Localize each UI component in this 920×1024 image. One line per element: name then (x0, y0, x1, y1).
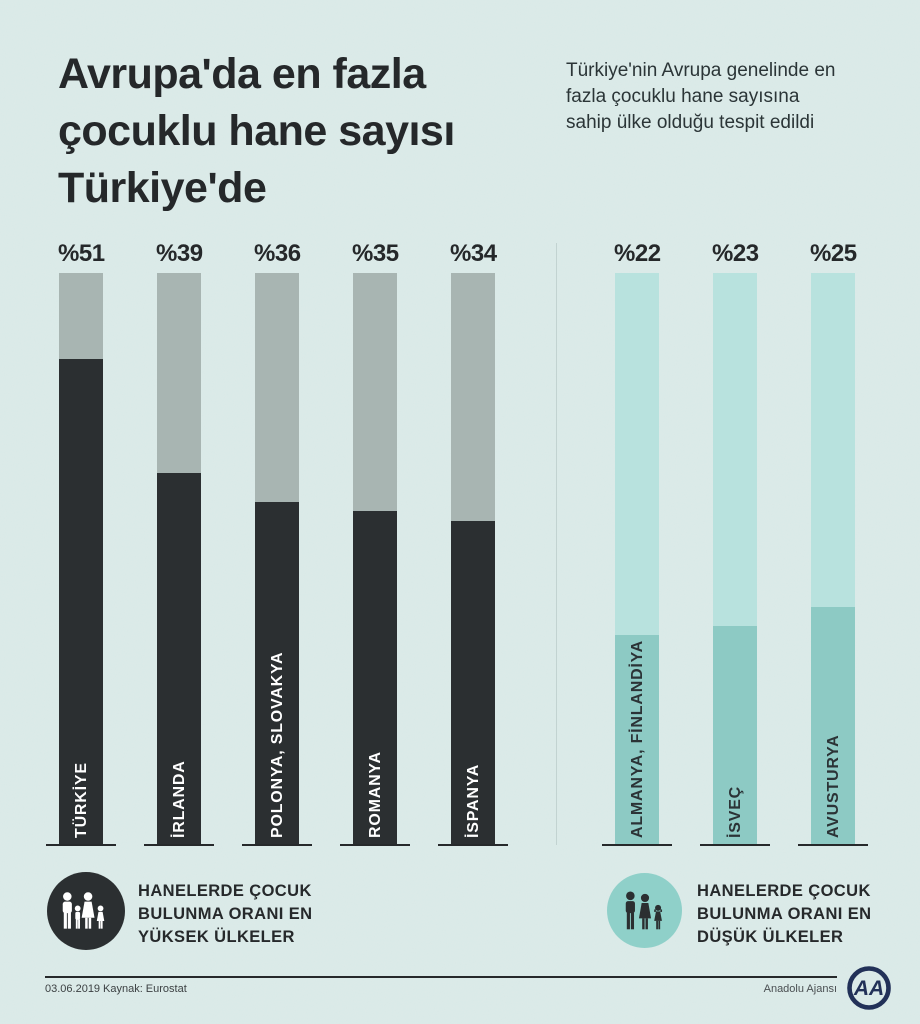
bar-baseline (242, 844, 312, 846)
anadolu-agency-logo-icon: AA (847, 966, 891, 1010)
legend-highest-circle (47, 872, 125, 950)
bar-value-label: %39 (156, 240, 203, 267)
footer-source: Kaynak: Eurostat (103, 983, 187, 995)
legend-lowest-circle (607, 873, 682, 948)
bar-fill (353, 511, 397, 845)
bar-baseline (700, 844, 770, 846)
bar-value-label: %51 (58, 240, 105, 267)
bar-category-label: İSVEÇ (727, 785, 744, 838)
group-divider-line (556, 243, 557, 845)
family-four-icon (62, 892, 105, 929)
footer-divider-line (45, 976, 837, 978)
page-title: Avrupa'da en fazla çocuklu hane sayısı T… (58, 50, 455, 212)
bar-category-label: AVUSTURYA (825, 734, 842, 838)
bar-fill (811, 607, 855, 845)
bar-fill (615, 635, 659, 845)
bar-value-label: %22 (614, 240, 661, 267)
bar-baseline (602, 844, 672, 846)
bar-baseline (144, 844, 214, 846)
bar-baseline (46, 844, 116, 846)
bar-value-label: %25 (810, 240, 857, 267)
family-three-icon (625, 891, 662, 929)
bar-fill (451, 521, 495, 845)
bar-baseline (340, 844, 410, 846)
bar-fill (255, 502, 299, 845)
bar-category-label: ROMANYA (367, 751, 384, 838)
bar-category-label: POLONYA, SLOVAKYA (269, 651, 286, 838)
bar-fill (713, 626, 757, 845)
bar-value-label: %34 (450, 240, 497, 267)
bar-value-label: %23 (712, 240, 759, 267)
bar-value-label: %36 (254, 240, 301, 267)
bar-value-label: %35 (352, 240, 399, 267)
svg-text:AA: AA (853, 977, 884, 1000)
bar-fill (59, 359, 103, 845)
legend-highest-label: HANELERDE ÇOCUK BULUNMA ORANI EN YÜKSEK … (138, 882, 313, 946)
bar-baseline (798, 844, 868, 846)
bar-fill (157, 473, 201, 845)
page-subtitle: Türkiye'nin Avrupa genelinde en fazla ço… (566, 60, 836, 133)
bar-category-label: TÜRKİYE (73, 762, 90, 838)
bar-category-label: ALMANYA, FİNLANDİYA (629, 639, 646, 838)
bar-category-label: İRLANDA (171, 760, 188, 838)
legend-lowest-label: HANELERDE ÇOCUK BULUNMA ORANI EN DÜŞÜK Ü… (697, 882, 872, 946)
bar-category-label: İSPANYA (465, 763, 482, 838)
footer-date: 03.06.2019 (45, 983, 101, 995)
footer-credit: Anadolu Ajansı (763, 983, 837, 995)
bar-baseline (438, 844, 508, 846)
